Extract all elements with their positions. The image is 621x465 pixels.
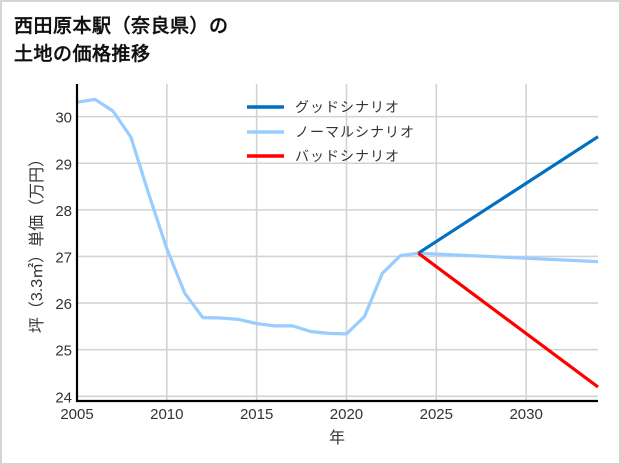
legend-label-good: グッドシナリオ	[295, 99, 400, 115]
chart-title-line-2: 土地の価格推移	[14, 44, 151, 65]
y-tick-label: 27	[55, 249, 72, 266]
series-line	[417, 135, 599, 255]
y-tick-label: 25	[55, 343, 72, 360]
y-tick-labels: 24 25 26 27 28 29 30	[55, 110, 72, 407]
x-tick-label: 2010	[150, 406, 183, 423]
y-tick-label: 26	[55, 296, 72, 313]
x-tick-label: 2025	[420, 406, 453, 423]
legend-item-good: グッドシナリオ	[247, 99, 400, 115]
x-tick-label: 2015	[240, 406, 273, 423]
y-axis-label: 坪（3.3㎡）単価（万円）	[28, 151, 46, 333]
x-tick-label: 2030	[509, 406, 542, 423]
y-tick-label: 28	[55, 203, 72, 220]
x-axis-label: 年	[329, 429, 345, 447]
legend-label-bad: バッドシナリオ	[295, 148, 400, 164]
x-tick-label: 2005	[60, 406, 93, 423]
series-line	[417, 251, 599, 389]
legend: グッドシナリオ ノーマルシナリオ バッドシナリオ	[247, 99, 415, 164]
data-series	[76, 97, 599, 389]
y-tick-label: 30	[55, 110, 72, 127]
y-tick-label: 24	[55, 389, 72, 406]
x-tick-label: 2020	[330, 406, 363, 423]
legend-label-normal: ノーマルシナリオ	[295, 124, 415, 140]
chart-title-line-1: 西田原本駅（奈良県）の	[14, 16, 229, 37]
x-tick-labels: 2005 2010 2015 2020 2025 2030	[60, 406, 543, 423]
legend-item-normal: ノーマルシナリオ	[247, 124, 415, 140]
legend-item-bad: バッドシナリオ	[247, 148, 400, 164]
y-tick-label: 29	[55, 156, 72, 173]
series-line	[76, 97, 599, 336]
